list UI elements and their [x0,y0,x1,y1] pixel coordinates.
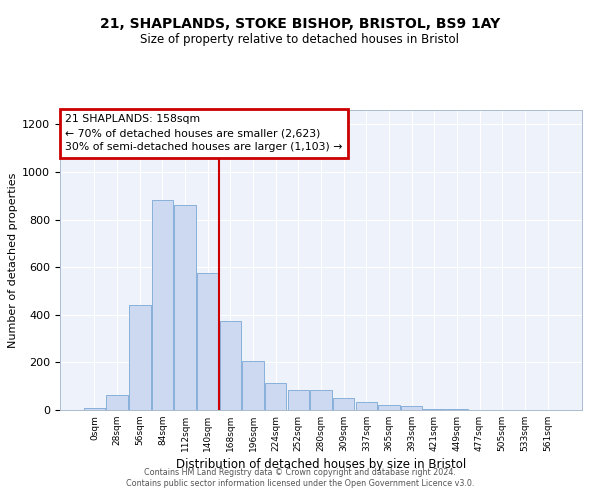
Y-axis label: Number of detached properties: Number of detached properties [8,172,18,348]
Text: Contains HM Land Registry data © Crown copyright and database right 2024.
Contai: Contains HM Land Registry data © Crown c… [126,468,474,487]
Bar [106,394,128,410]
Bar [310,390,332,410]
Text: Size of property relative to detached houses in Bristol: Size of property relative to detached ho… [140,32,460,46]
Text: 21 SHAPLANDS: 158sqm
← 70% of detached houses are smaller (2,623)
30% of semi-de: 21 SHAPLANDS: 158sqm ← 70% of detached h… [65,114,343,152]
Bar [401,406,422,410]
Bar [356,402,377,410]
Bar [378,405,400,410]
Bar [242,361,264,410]
Bar [424,409,445,410]
Bar [287,390,309,410]
Bar [84,408,105,410]
Bar [175,205,196,410]
Text: 21, SHAPLANDS, STOKE BISHOP, BRISTOL, BS9 1AY: 21, SHAPLANDS, STOKE BISHOP, BRISTOL, BS… [100,18,500,32]
Bar [265,382,286,410]
Bar [220,320,241,410]
Bar [129,305,151,410]
Bar [197,273,218,410]
Bar [446,409,467,410]
Bar [333,398,355,410]
Bar [152,200,173,410]
X-axis label: Distribution of detached houses by size in Bristol: Distribution of detached houses by size … [176,458,466,471]
